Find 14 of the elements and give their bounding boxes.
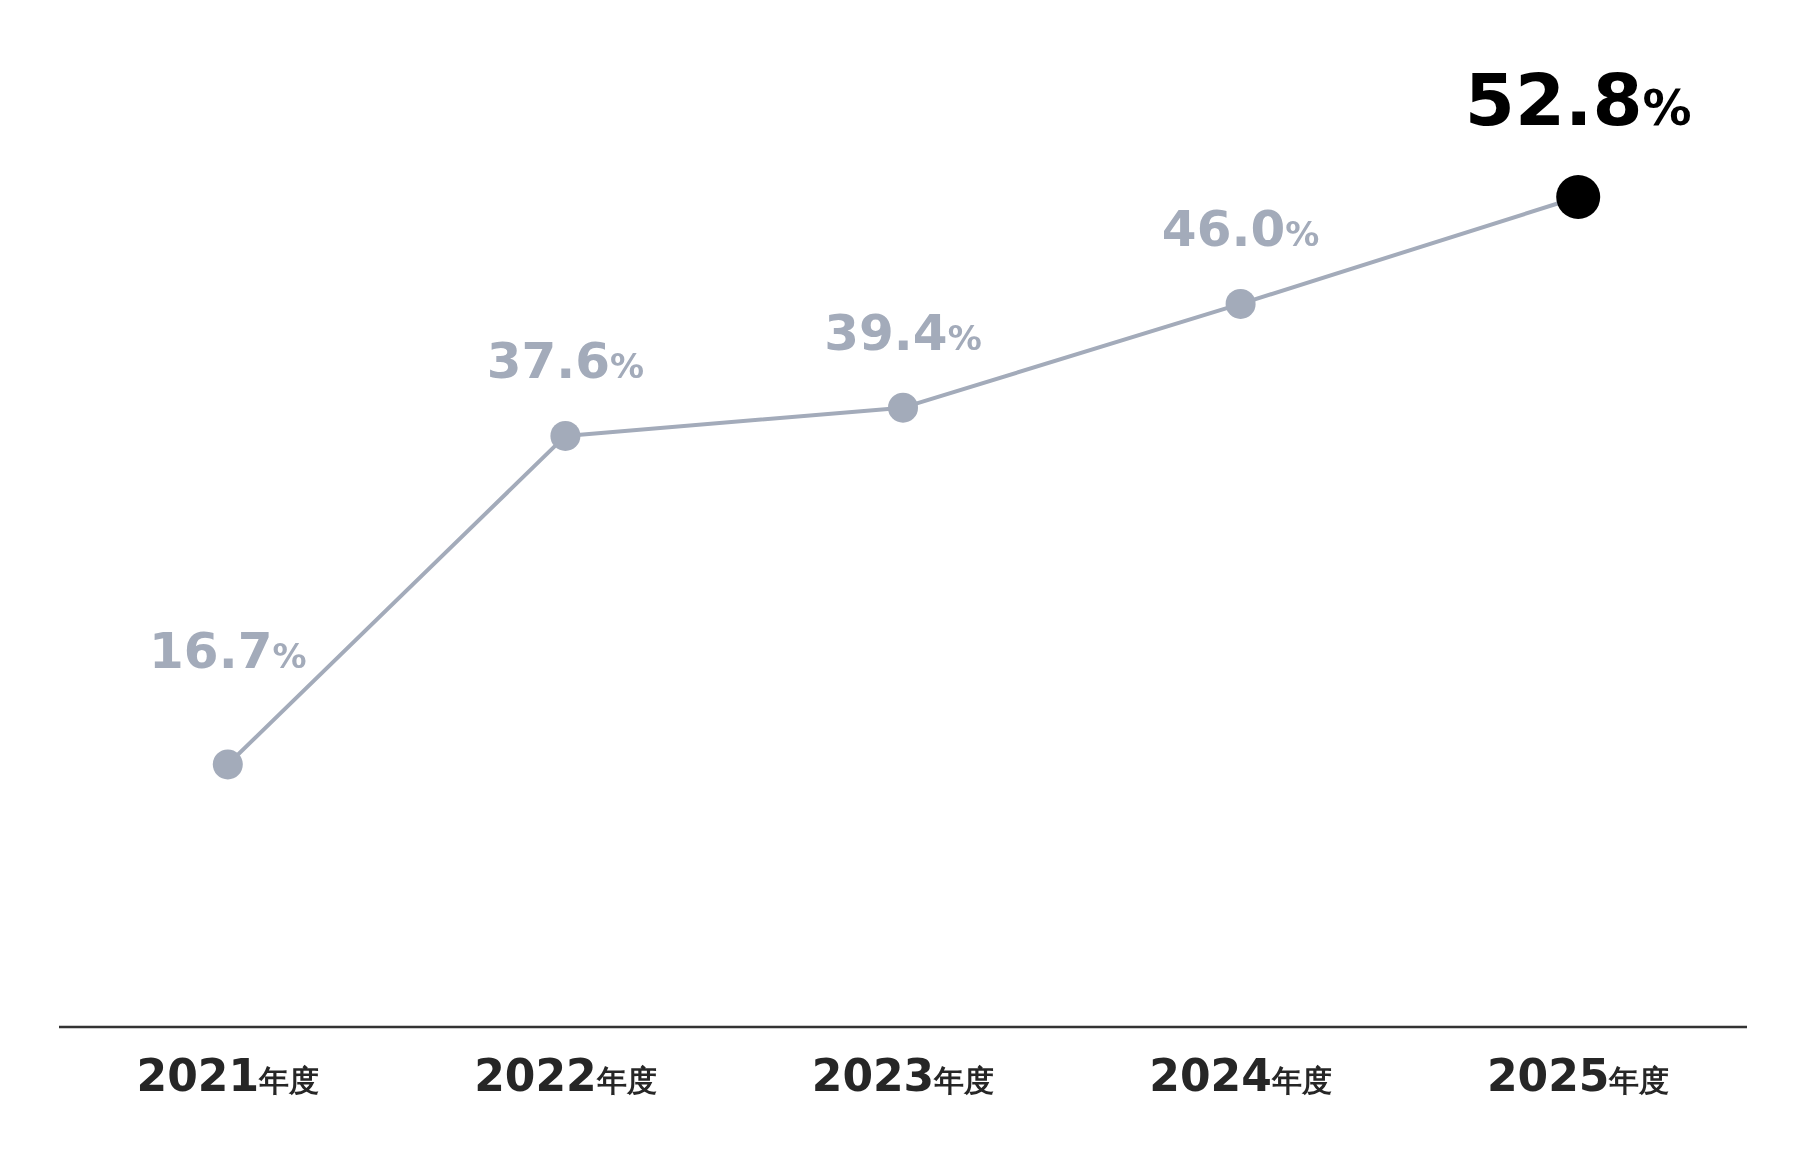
data-label: 39.4% xyxy=(824,303,982,362)
point xyxy=(1225,288,1256,319)
data-label: 16.7% xyxy=(149,622,307,681)
data-label: 46.0% xyxy=(1161,199,1320,258)
x-tick-label: 2024年度 xyxy=(1149,1050,1332,1101)
point xyxy=(212,749,243,780)
point xyxy=(550,420,581,451)
x-tick-label: 2021年度 xyxy=(136,1050,320,1101)
data-label: 37.6% xyxy=(486,331,645,390)
data-label: 52.8% xyxy=(1464,58,1692,142)
x-tick-label: 2023年度 xyxy=(811,1050,995,1101)
x-tick-label: 2025年度 xyxy=(1486,1050,1670,1101)
x-tick-label: 2022年度 xyxy=(474,1050,657,1101)
point xyxy=(888,392,918,423)
